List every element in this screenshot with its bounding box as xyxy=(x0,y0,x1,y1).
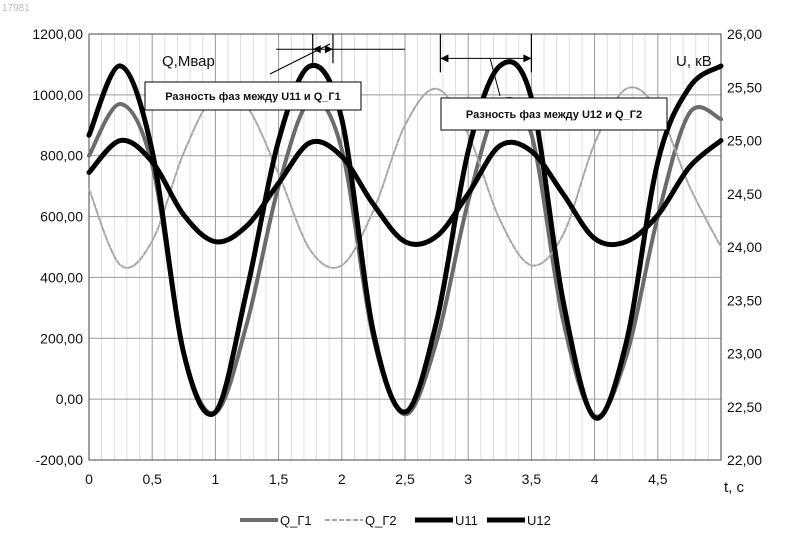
x-label: t, c xyxy=(724,479,745,496)
annotation-text: Разность фаз между U11 и Q_Г1 xyxy=(165,91,341,103)
image-id: 17981 xyxy=(2,3,30,14)
y-right-tick-label: 23,50 xyxy=(727,292,762,308)
y-left-tick-label: 1000,00 xyxy=(32,87,83,103)
y-right-tick-label: 25,50 xyxy=(727,79,762,95)
legend-label: Q_Г1 xyxy=(280,513,312,528)
y-left-tick-label: 800,00 xyxy=(40,148,83,164)
x-tick-label: 1,5 xyxy=(269,471,289,487)
y-left-tick-label: 200,00 xyxy=(40,330,83,346)
x-tick-label: 0,5 xyxy=(142,471,162,487)
legend-item-0: Q_Г1 xyxy=(240,513,312,528)
y-right-tick-label: 25,00 xyxy=(727,133,762,149)
legend: Q_Г1 Q_Г2 U11 U12 xyxy=(240,513,551,528)
legend-item-2: U11 xyxy=(415,513,478,528)
x-tick-label: 1 xyxy=(212,471,220,487)
y-right-tick-label: 22,50 xyxy=(727,399,762,415)
x-tick-label: 2 xyxy=(338,471,346,487)
y-right-tick-label: 26,00 xyxy=(727,26,762,42)
y-right-tick-label: 23,00 xyxy=(727,346,762,362)
y-right-tick-label: 24,50 xyxy=(727,186,762,202)
y-right-tick-label: 22,00 xyxy=(727,452,762,468)
x-tick-label: 3,5 xyxy=(522,471,542,487)
y-left-tick-label: -200,00 xyxy=(36,452,84,468)
legend-label: Q_Г2 xyxy=(365,513,397,528)
y-right-label: U, кВ xyxy=(676,53,712,70)
legend-label: U11 xyxy=(455,513,478,528)
x-tick-label: 4 xyxy=(591,471,599,487)
legend-item-3: U12 xyxy=(487,513,551,528)
x-tick-label: 3 xyxy=(464,471,472,487)
legend-label: U12 xyxy=(527,513,551,528)
y-right-tick-label: 24,00 xyxy=(727,239,762,255)
y-left-tick-label: 600,00 xyxy=(40,209,83,225)
y-left-tick-label: 1200,00 xyxy=(32,26,83,42)
annotation-text: Разность фаз между U12 и Q_Г2 xyxy=(466,109,642,121)
x-tick-label: 2,5 xyxy=(395,471,415,487)
y-left-label: Q,Мвар xyxy=(162,53,215,70)
legend-item-1: Q_Г2 xyxy=(325,513,397,528)
y-left-tick-label: 0,00 xyxy=(56,391,83,407)
x-tick-label: 4,5 xyxy=(648,471,668,487)
x-tick-label: 0 xyxy=(85,471,93,487)
y-left-tick-label: 400,00 xyxy=(40,269,83,285)
